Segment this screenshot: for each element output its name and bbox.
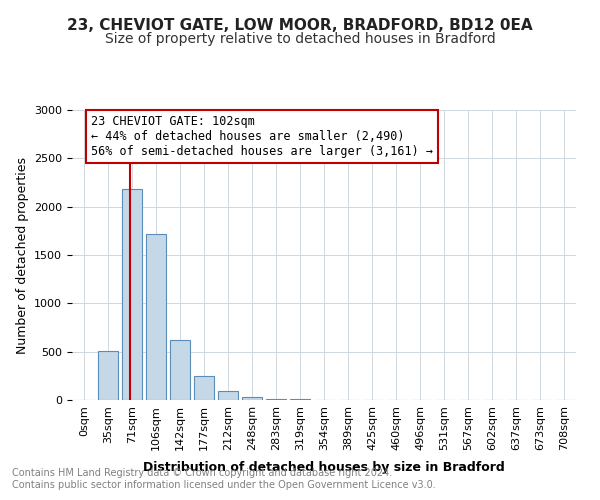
Bar [194,376,214,400]
Text: 23 CHEVIOT GATE: 102sqm
← 44% of detached houses are smaller (2,490)
56% of semi: 23 CHEVIOT GATE: 102sqm ← 44% of detache… [91,115,433,158]
Bar [242,397,262,400]
Bar [290,399,310,400]
Text: 23, CHEVIOT GATE, LOW MOOR, BRADFORD, BD12 0EA: 23, CHEVIOT GATE, LOW MOOR, BRADFORD, BD… [67,18,533,32]
Text: Size of property relative to detached houses in Bradford: Size of property relative to detached ho… [104,32,496,46]
Text: Contains HM Land Registry data © Crown copyright and database right 2024.
Contai: Contains HM Land Registry data © Crown c… [12,468,436,490]
X-axis label: Distribution of detached houses by size in Bradford: Distribution of detached houses by size … [143,461,505,474]
Bar [170,340,190,400]
Bar [98,350,118,400]
Bar [218,392,238,400]
Bar [266,398,286,400]
Y-axis label: Number of detached properties: Number of detached properties [16,156,29,354]
Bar [122,190,142,400]
Bar [146,234,166,400]
